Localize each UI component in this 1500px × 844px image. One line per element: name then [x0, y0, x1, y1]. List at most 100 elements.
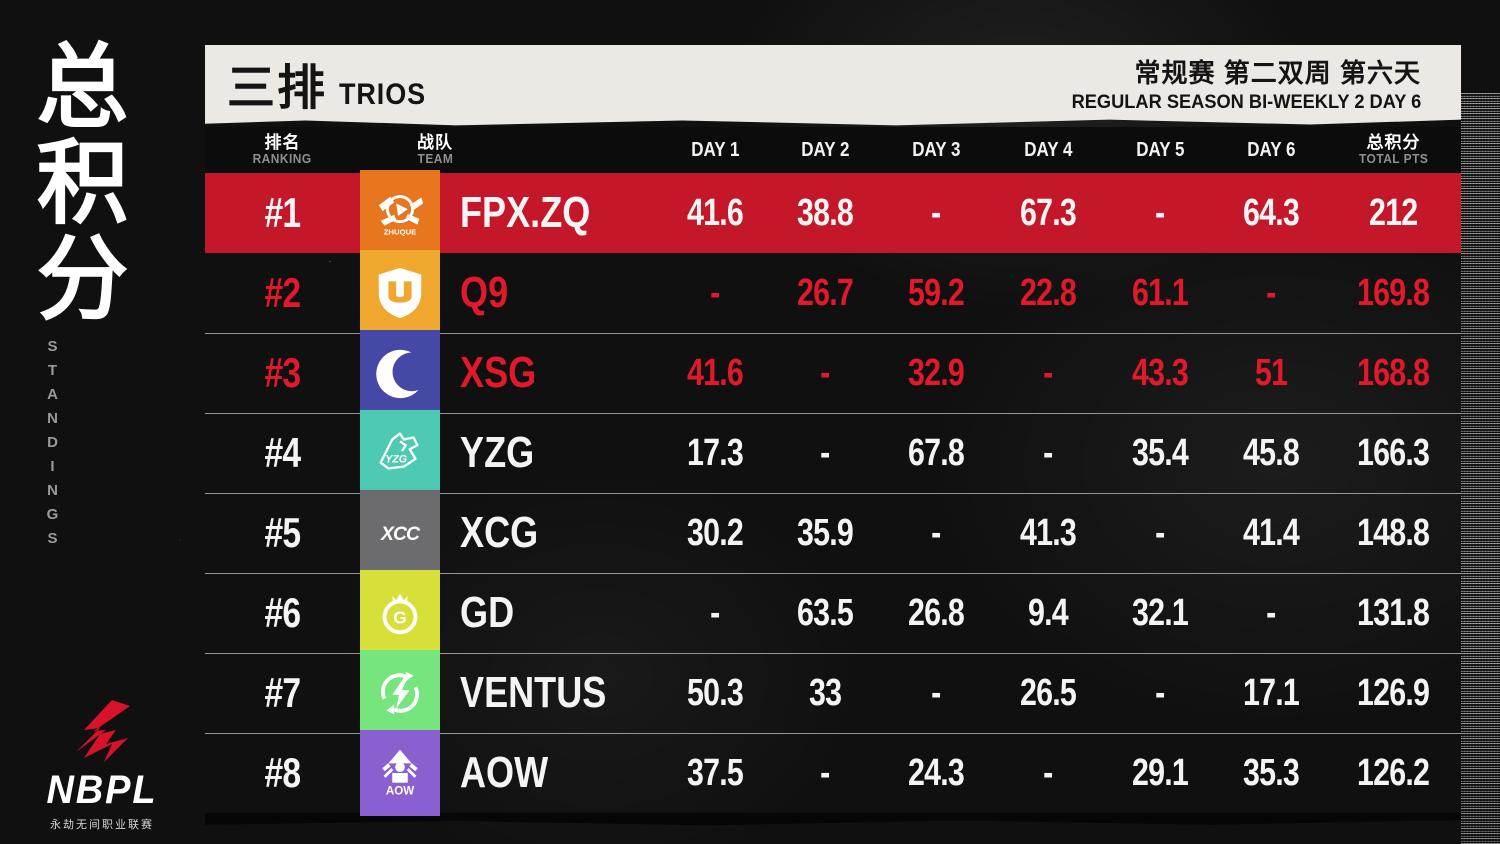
day4-score: - — [1043, 351, 1053, 394]
day3-score: 26.8 — [908, 591, 965, 634]
mode-title: 三排 TRIOS — [227, 48, 436, 118]
table-row: #8 AOW AOW 37.5 - 24.3 - 29.1 35.3 126.2 — [205, 730, 1461, 816]
team-name: XCG — [460, 508, 539, 557]
gd-crown-logo-icon: G — [382, 593, 418, 635]
day4-score: - — [1043, 751, 1053, 794]
total-score: 212 — [1369, 191, 1418, 234]
team-name: XSG — [460, 348, 537, 397]
rank-cell: #7 — [264, 669, 302, 716]
svg-text:YZG: YZG — [385, 454, 407, 466]
svg-text:ZHUQUE: ZHUQUE — [384, 227, 417, 236]
day5-score: 43.3 — [1132, 351, 1189, 394]
day3-score: 24.3 — [908, 751, 965, 794]
nbpl-flash-icon — [76, 700, 130, 762]
aow-warrior-logo-icon: AOW — [382, 749, 418, 797]
xsg-moon-logo-icon — [376, 349, 419, 399]
page-title-cn: 总积分 — [23, 38, 125, 326]
page-title-en: STANDINGS — [44, 338, 61, 554]
day4-score: - — [1043, 431, 1053, 474]
day3-score: 32.9 — [908, 351, 965, 394]
col-ranking: 排名 RANKING — [252, 132, 313, 167]
day4-score: 67.3 — [1020, 191, 1077, 234]
stage-info: 常规赛 第二双周 第六天 REGULAR SEASON BI-WEEKLY 2 … — [1057, 53, 1439, 114]
league-logo-tagline: 永劫无间职业联赛 — [50, 819, 154, 831]
day2-score: - — [820, 431, 830, 474]
day2-score: 38.8 — [797, 191, 854, 234]
col-day3: DAY 3 — [911, 138, 961, 161]
rank-cell: #4 — [264, 429, 302, 476]
day1-score: 41.6 — [687, 191, 744, 234]
table-row: #5 XCC XCG 30.2 35.9 - 41.3 - 41.4 148.8 — [205, 490, 1461, 576]
day4-score: 26.5 — [1020, 671, 1077, 714]
table-row: #6 G GD - 63.5 26.8 9.4 32.1 - 131.8 — [205, 570, 1461, 656]
day5-score: 35.4 — [1132, 431, 1189, 474]
day2-score: 63.5 — [797, 591, 854, 634]
day5-score: - — [1155, 511, 1165, 554]
day1-score: 17.3 — [687, 431, 744, 474]
col-team: 战队 TEAM — [417, 132, 453, 167]
team-logo-cell: YZG — [360, 410, 440, 496]
rank-cell: #2 — [264, 269, 302, 316]
col-day4: DAY 4 — [1023, 138, 1073, 161]
day3-score: 59.2 — [908, 271, 965, 314]
team-logo-cell — [360, 650, 440, 736]
team-logo-cell: XCC — [360, 490, 440, 576]
table-row: #2 Q9 - 26.7 59.2 22.8 61.1 - 169.8 — [205, 250, 1461, 336]
day1-score: 37.5 — [687, 751, 744, 794]
day5-score: 32.1 — [1132, 591, 1189, 634]
team-name: YZG — [460, 428, 535, 477]
table-column-header: 排名 RANKING 战队 TEAM DAY 1 DAY 2 DAY 3 DAY… — [205, 127, 1461, 173]
rank-cell: #1 — [264, 189, 302, 236]
day3-score: - — [931, 191, 941, 234]
day2-score: 33 — [808, 671, 842, 714]
ventus-bolt-logo-icon — [380, 671, 420, 715]
standings-panel: 三排 TRIOS 常规赛 第二双周 第六天 REGULAR SEASON BI-… — [205, 45, 1461, 826]
svg-text:XCC: XCC — [380, 524, 421, 545]
day6-score: 17.1 — [1243, 671, 1300, 714]
day3-score: - — [931, 671, 941, 714]
panel-header: 三排 TRIOS 常规赛 第二双周 第六天 REGULAR SEASON BI-… — [205, 45, 1461, 126]
day4-score: 9.4 — [1028, 591, 1069, 634]
day6-score: 45.8 — [1243, 431, 1300, 474]
day1-score: 30.2 — [687, 511, 744, 554]
day6-score: 35.3 — [1243, 751, 1300, 794]
stage-cn: 常规赛 第二双周 第六天 — [1134, 57, 1421, 88]
fpx-zq-logo-icon: ZHUQUE — [378, 195, 424, 236]
day3-score: - — [931, 511, 941, 554]
day6-score: - — [1266, 591, 1276, 634]
table-row: #3 XSG 41.6 - 32.9 - 43.3 51 168.8 — [205, 330, 1461, 416]
total-score: 166.3 — [1357, 431, 1430, 474]
team-name: VENTUS — [460, 668, 607, 717]
day6-score: - — [1266, 271, 1276, 314]
day2-score: 26.7 — [797, 271, 854, 314]
total-score: 148.8 — [1357, 511, 1430, 554]
team-logo-cell: ZHUQUE — [360, 170, 440, 256]
day1-score: - — [710, 271, 720, 314]
team-name: GD — [460, 588, 515, 637]
day4-score: 22.8 — [1020, 271, 1077, 314]
day5-score: - — [1155, 671, 1165, 714]
rank-cell: #6 — [264, 589, 302, 636]
col-day1: DAY 1 — [690, 138, 740, 161]
day5-score: - — [1155, 191, 1165, 234]
xcg-logo-icon: XCC — [380, 524, 422, 545]
table-row: #1 ZHUQUE FPX.ZQ 41.6 38.8 - 67.3 - 64.3… — [205, 170, 1461, 256]
day2-score: - — [820, 351, 830, 394]
team-logo-cell: G — [360, 570, 440, 656]
svg-text:AOW: AOW — [386, 784, 414, 797]
total-score: 126.2 — [1357, 751, 1430, 794]
mode-title-en: TRIOS — [339, 78, 427, 111]
svg-text:G: G — [393, 608, 407, 628]
team-logo-cell: AOW — [360, 730, 440, 816]
day1-score: 41.6 — [687, 351, 744, 394]
day6-score: 64.3 — [1243, 191, 1300, 234]
day2-score: 35.9 — [797, 511, 854, 554]
rank-cell: #3 — [264, 349, 302, 396]
col-day6: DAY 6 — [1246, 138, 1296, 161]
league-logo: NBPL 永劫无间职业联赛 — [22, 700, 182, 832]
table-row: #4 YZG YZG 17.3 - 67.8 - 35.4 45.8 166.3 — [205, 410, 1461, 496]
day6-score: 51 — [1254, 351, 1288, 394]
league-logo-text: NBPL — [46, 768, 158, 812]
day4-score: 41.3 — [1020, 511, 1077, 554]
day3-score: 67.8 — [908, 431, 965, 474]
